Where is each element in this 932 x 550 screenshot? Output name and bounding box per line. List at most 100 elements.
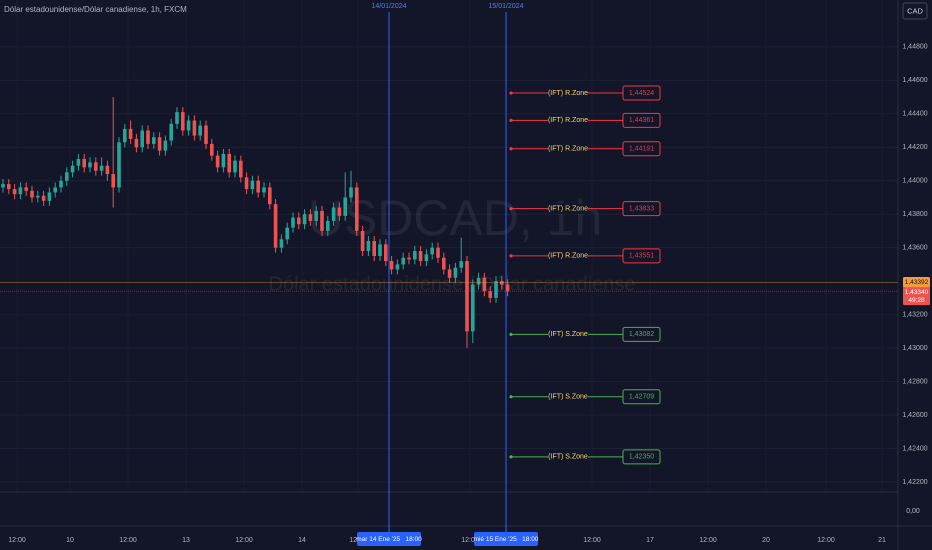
zone-dot — [509, 455, 513, 459]
candle-body — [453, 267, 458, 278]
candle-body — [418, 251, 423, 262]
candle-body — [94, 162, 98, 171]
last-price-box — [903, 276, 930, 288]
candle-body — [47, 192, 52, 201]
candle-body — [134, 138, 139, 148]
candle-body — [41, 195, 46, 201]
candle-body — [105, 165, 110, 175]
candle-body — [494, 281, 498, 298]
candle-body — [268, 187, 272, 205]
candle-body — [331, 207, 336, 221]
grid — [0, 46, 898, 483]
candle-body — [99, 165, 104, 171]
candle-body — [152, 137, 156, 144]
y-tick-label: 1,44800 — [902, 44, 927, 51]
zone-label-bg — [548, 451, 588, 462]
zone-dot — [509, 207, 513, 211]
zone-value-label: 1,43082 — [629, 331, 654, 338]
candle-body — [65, 172, 69, 181]
currency-button[interactable] — [902, 2, 928, 20]
current-price-label: 1,43340 — [905, 289, 929, 296]
candle-body — [366, 240, 371, 252]
candle-body — [314, 210, 318, 221]
y-tick-label: 1,43800 — [902, 211, 927, 218]
candle-body — [262, 187, 266, 193]
zone-value-box — [622, 248, 661, 264]
marker-axis-label: mié 15 Ene '25 18:00 — [474, 536, 539, 543]
y-tick-label: 1,42200 — [902, 479, 927, 486]
zone-value-label: 1,43833 — [629, 206, 654, 213]
candle-body — [204, 125, 208, 144]
zone-dot — [509, 147, 513, 151]
candle-body — [30, 190, 34, 198]
y-tick-label: 1,43600 — [902, 245, 927, 252]
candle-body — [297, 217, 301, 225]
countdown-label: 49:28 — [908, 297, 925, 304]
candle-body — [36, 195, 40, 198]
x-tick-label: 12:00 — [699, 537, 717, 544]
current-price-box — [903, 287, 930, 306]
candle-body — [24, 187, 28, 191]
x-tick-label: 17 — [646, 537, 654, 544]
zone-value-label: 1,43551 — [629, 253, 654, 260]
candle-body — [476, 277, 481, 285]
zone-label-bg — [548, 115, 588, 126]
candle-body — [250, 180, 255, 190]
zone-label: (IFT) R.Zone — [548, 90, 588, 97]
candle-body — [18, 187, 23, 195]
marker-axis-label: mar 14 Ene '25 18:00 — [356, 536, 422, 543]
candle-body — [210, 143, 214, 156]
x-tick-label: 13 — [182, 537, 190, 544]
candle-body — [302, 214, 307, 225]
candle-body — [7, 184, 11, 190]
candle-body — [291, 217, 295, 228]
candle-body — [256, 180, 260, 193]
lower-pane-tick-label: 0,00 — [906, 508, 920, 515]
candle-body — [349, 187, 353, 198]
candle-body — [1, 184, 5, 188]
x-tick-label: 12:00 — [119, 537, 137, 544]
zone-label-bg — [548, 391, 588, 402]
y-tick-label: 1,42800 — [902, 378, 927, 385]
y-tick-label: 1,44200 — [902, 144, 927, 151]
candle-body — [12, 189, 17, 195]
x-tick-label: 12:00 — [235, 537, 253, 544]
candle-body — [53, 187, 57, 193]
marker-top-label: 15/01/2024 — [488, 3, 523, 10]
candle-body — [59, 180, 63, 188]
candle-body — [181, 112, 185, 131]
candle-body — [360, 230, 365, 252]
candle-body — [157, 137, 162, 151]
zone-value-label: 1,44191 — [629, 146, 654, 153]
zone-label: (IFT) S.Zone — [548, 454, 588, 461]
candle-body — [221, 153, 226, 168]
candle-body — [407, 257, 411, 260]
watermark: USDCAD, 1h — [308, 190, 603, 246]
x-tick-label: 12:00 — [8, 537, 26, 544]
candle-body — [227, 153, 231, 173]
x-tick-label: 14 — [298, 537, 306, 544]
y-tick-label: 1,43000 — [902, 345, 927, 352]
currency-button-label[interactable]: CAD — [907, 6, 923, 15]
candle-body — [76, 158, 81, 166]
candle-body — [285, 227, 289, 240]
x-tick-label: 12:00 — [461, 537, 479, 544]
zone-label-bg — [548, 329, 588, 340]
candle-body — [117, 142, 121, 188]
candle-body — [111, 174, 115, 188]
x-tick-label: 10 — [66, 537, 74, 544]
candle-body — [123, 128, 127, 143]
candle-body — [389, 261, 394, 270]
zone-value-box — [622, 141, 661, 157]
candle-body — [424, 254, 429, 262]
candle-body — [505, 284, 510, 292]
candle-body — [169, 123, 173, 141]
zone-value-box — [622, 449, 661, 465]
candle-body — [308, 214, 313, 221]
candle-body — [239, 160, 243, 178]
candle-body — [447, 269, 452, 278]
candle-body — [163, 140, 168, 151]
candle-body — [128, 128, 133, 139]
y-tick-label: 1,44000 — [902, 178, 927, 185]
x-tick-label: 12:00 — [817, 537, 835, 544]
